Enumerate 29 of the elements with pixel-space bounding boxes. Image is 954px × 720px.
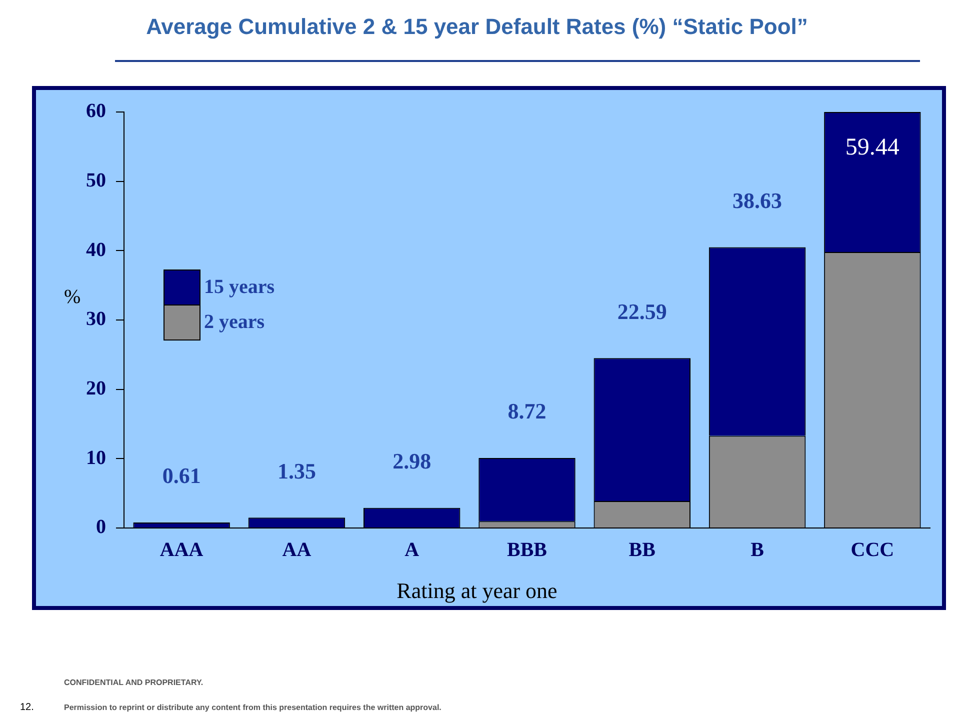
- chart-title: Average Cumulative 2 & 15 year Default Rates (%) “Static Pool”: [145, 14, 809, 40]
- x-tick-label: A: [404, 539, 420, 562]
- x-tick-label: AA: [282, 539, 312, 562]
- annotation: 2.98: [392, 448, 432, 474]
- y-tick-label: 20: [86, 378, 106, 400]
- x-tick-label: B: [750, 539, 764, 562]
- text: CONFIDENTIAL AND PROPRIETARY.: [64, 678, 204, 687]
- text: Permission to reprint or distribute any content from this presentation requires the written approval.: [64, 703, 442, 712]
- annotation: 38.63: [732, 188, 782, 213]
- x-tick-label: BB: [628, 539, 656, 562]
- x-tick-label: BBB: [506, 539, 548, 562]
- x-axis-title: Rating at year one: [396, 578, 558, 604]
- text: 12.: [20, 702, 34, 713]
- annotation: 8.72: [508, 398, 546, 424]
- y-tick-label: 30: [86, 308, 106, 330]
- annotation: 1.35: [277, 458, 316, 484]
- x-tick-label: CCC: [850, 539, 894, 562]
- y-tick-label: 50: [86, 170, 106, 192]
- y-tick-label: 40: [86, 238, 106, 261]
- legend-label: 15 years: [204, 276, 275, 298]
- y-tick-label: 10: [86, 446, 106, 469]
- annotation: 59.44: [845, 134, 900, 160]
- annotation: 22.59: [617, 298, 667, 324]
- y-tick-label: 0: [96, 516, 106, 538]
- y-tick-label: 60: [86, 100, 106, 122]
- legend-label: 2 years: [204, 311, 265, 334]
- annotation: 0.61: [162, 463, 201, 488]
- y-axis-title: %: [64, 286, 81, 309]
- x-tick-label: AAA: [160, 539, 204, 562]
